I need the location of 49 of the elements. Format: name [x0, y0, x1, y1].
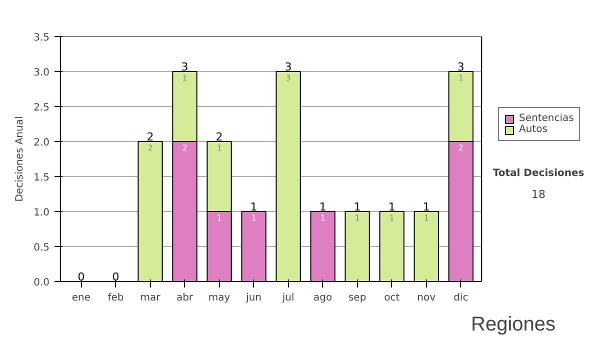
data-label: 1: [424, 214, 429, 222]
y-tick-label: 0.5: [34, 242, 50, 254]
data-label: 1: [182, 74, 188, 82]
data-label: 1: [354, 214, 360, 222]
data-label: 3: [286, 74, 291, 82]
y-tick-label: 2.5: [34, 102, 50, 114]
y-axis-title: Decisiones Anual: [14, 116, 26, 202]
total-label: 1: [319, 200, 326, 214]
x-tick-label: feb: [108, 292, 124, 304]
legend-label: Autos: [519, 124, 548, 135]
x-tick-label: jul: [281, 292, 294, 304]
x-tick-label: ago: [314, 292, 332, 304]
data-label: 1: [458, 74, 464, 82]
data-label: 1: [216, 214, 222, 222]
y-tick-label: 1.0: [34, 208, 50, 218]
total-label: 2: [216, 130, 223, 144]
total-label: 3: [457, 60, 464, 74]
y-tick-label: 1.5: [34, 172, 50, 184]
data-label: 1: [320, 214, 326, 222]
x-tick-label: oct: [384, 292, 400, 304]
x-tick-label: nov: [417, 292, 436, 304]
y-tick-label: 3.0: [34, 68, 50, 78]
total-label: 1: [388, 200, 396, 214]
data-label: 1: [389, 214, 394, 222]
total-label: 3: [284, 60, 292, 74]
y-tick-label: 2.0: [34, 138, 50, 148]
x-tick-label: dic: [454, 292, 468, 304]
data-label: 2: [148, 144, 153, 152]
x-tick-label: ene: [72, 292, 91, 304]
legend-label: Sentencias: [519, 113, 574, 124]
data-label: 2: [458, 144, 464, 152]
y-tick-label: 3.5: [34, 32, 50, 44]
data-label: 2: [182, 144, 188, 152]
text: Regiones: [471, 314, 556, 336]
x-tick-label: mar: [140, 292, 162, 304]
total-label: 2: [146, 130, 154, 144]
total-label: 1: [422, 200, 430, 214]
text: Total Decisiones: [492, 168, 584, 180]
data-label: 1: [251, 214, 256, 222]
text: 18: [532, 188, 546, 201]
x-tick-label: abr: [176, 292, 194, 304]
y-tick-label: 0.0: [34, 278, 50, 288]
x-tick-label: sep: [348, 292, 366, 304]
total-label: 3: [181, 60, 188, 74]
total-label: 1: [250, 200, 258, 214]
x-tick-label: may: [208, 292, 230, 304]
total-label: 1: [354, 200, 361, 214]
data-label: 1: [216, 144, 222, 152]
x-tick-label: jun: [245, 292, 262, 304]
